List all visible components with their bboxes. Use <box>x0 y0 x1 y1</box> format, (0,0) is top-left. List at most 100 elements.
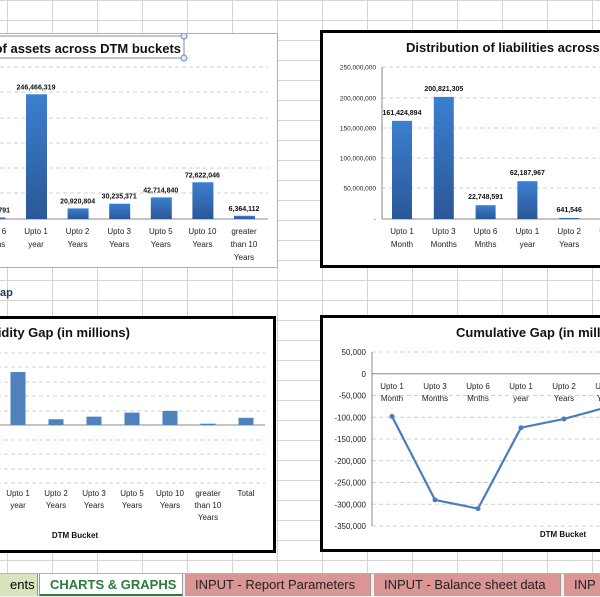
category-label: Upto 2 <box>66 227 90 236</box>
category-label: Years <box>160 501 180 510</box>
category-label: Upto 2 <box>44 489 68 498</box>
chart-title: Cumulative Gap (in millions) <box>456 325 600 340</box>
data-label: 641,546 <box>557 207 582 214</box>
y-tick-label: 100,000,000 <box>340 156 377 163</box>
data-point <box>389 413 395 419</box>
category-label: Years <box>192 240 212 249</box>
category-label: Upto 3 <box>595 382 600 391</box>
bar <box>392 120 412 219</box>
data-point <box>475 506 481 512</box>
category-label: Month <box>381 394 403 403</box>
data-label: 200,821,305 <box>424 86 463 93</box>
category-label: Upto 1 <box>6 489 30 498</box>
data-label: 161,424,894 <box>383 110 422 117</box>
bar <box>433 96 454 219</box>
category-label: than 10 <box>231 240 258 249</box>
resize-handle-icon <box>180 54 188 62</box>
y-tick-label: -250,000 <box>334 479 366 488</box>
y-tick-label: 0 <box>362 370 367 379</box>
chart-title: Liquidity Gap (in millions) <box>0 325 130 340</box>
bar <box>109 203 131 219</box>
category-label: Mnths <box>0 240 5 249</box>
data-point <box>432 497 438 503</box>
bar <box>0 217 6 219</box>
series-line <box>391 408 600 510</box>
data-label: 20,920,804 <box>60 198 95 205</box>
bar <box>48 419 64 425</box>
data-label: 6,364,112 <box>229 206 260 213</box>
tab-charts-graphs[interactable]: CHARTS & GRAPHS <box>39 574 183 596</box>
category-label: Years <box>559 240 579 249</box>
data-label: 791 <box>0 208 10 215</box>
category-label: Upto 3 <box>432 227 456 236</box>
bar <box>67 208 89 219</box>
tab-input-more[interactable]: INP <box>564 574 600 596</box>
category-label: Years <box>84 501 104 510</box>
category-label: Years <box>151 240 171 249</box>
sheet-cell-text[interactable]: ap <box>0 287 13 299</box>
bar <box>200 423 216 425</box>
category-label: Month <box>391 240 413 249</box>
tab-input-report-parameters[interactable]: INPUT - Report Parameters <box>185 574 371 596</box>
y-tick-label: -350,000 <box>334 522 366 531</box>
data-label: 42,714,840 <box>143 187 178 194</box>
bar <box>559 218 580 219</box>
category-label: than 10 <box>195 501 222 510</box>
title-selection-box <box>0 35 185 59</box>
category-label: Upto 1 <box>390 227 414 236</box>
y-tick-label: -200,000 <box>334 457 366 466</box>
y-tick-label: 150,000,000 <box>340 126 377 133</box>
category-label: Upto 6 <box>0 227 7 236</box>
sheet-tabs-bar: ents CHARTS & GRAPHS INPUT - Report Para… <box>0 573 600 597</box>
bar <box>150 197 172 219</box>
category-label: Upto 6 <box>466 382 490 391</box>
category-label: Upto 3 <box>107 227 131 236</box>
category-label: greater <box>195 489 221 498</box>
bar <box>162 410 178 425</box>
y-tick-label: 200,000,000 <box>340 96 377 103</box>
category-label: Years <box>46 501 66 510</box>
tab-contents[interactable]: ents <box>0 574 38 596</box>
tab-input-balance-sheet-data[interactable]: INPUT - Balance sheet data <box>374 574 561 596</box>
data-label: 246,466,319 <box>17 84 56 91</box>
category-label: Months <box>422 394 448 403</box>
data-label: 22,748,591 <box>468 194 503 201</box>
x-axis-title: DTM Bucket <box>540 530 587 539</box>
category-label: Years <box>109 240 129 249</box>
y-tick-label: -100,000 <box>334 413 366 422</box>
y-tick-label: 50,000,000 <box>343 186 376 193</box>
category-label: greater <box>231 227 257 236</box>
data-label: 72,622,046 <box>185 172 220 179</box>
data-point <box>518 425 524 431</box>
category-label: Upto 10 <box>188 227 217 236</box>
assets-distribution-chart[interactable]: 791 246,466,319 20,920,804 30,235,371 42,714… <box>0 33 278 268</box>
data-label: 30,235,371 <box>102 194 137 201</box>
bar <box>26 94 47 219</box>
category-label: Upto 6 <box>474 227 498 236</box>
category-label: year <box>10 501 26 510</box>
bar <box>234 215 255 219</box>
bar <box>124 412 140 425</box>
y-tick-label: -50,000 <box>339 392 367 401</box>
category-label: Upto 1 <box>509 382 533 391</box>
category-label: Upto 5 <box>120 489 144 498</box>
category-label: Upto 2 <box>557 227 581 236</box>
chart-title: Distribution of assets across DTM bucket… <box>0 41 181 56</box>
y-tick-label: -300,000 <box>334 500 366 509</box>
category-label: Upto 1 <box>516 227 540 236</box>
y-tick-label: 50,000 <box>342 348 367 357</box>
category-label: Years <box>198 513 218 522</box>
bar <box>10 372 26 425</box>
category-label: Upto 1 <box>380 382 404 391</box>
y-tick-label: - <box>374 217 376 224</box>
category-label: Mnths <box>475 240 497 249</box>
liabilities-distribution-chart[interactable]: - 50,000,000 100,000,000 150,000,000 200,000… <box>320 30 600 268</box>
bar <box>475 205 496 219</box>
category-label: Months <box>431 240 457 249</box>
bar <box>238 417 254 425</box>
category-label: Upto 5 <box>149 227 173 236</box>
category-label: Upto 10 <box>156 489 185 498</box>
cumulative-gap-chart[interactable]: -350,000 -300,000 -250,000 -200,000 -150,000… <box>320 315 600 552</box>
y-tick-label: -150,000 <box>334 435 366 444</box>
